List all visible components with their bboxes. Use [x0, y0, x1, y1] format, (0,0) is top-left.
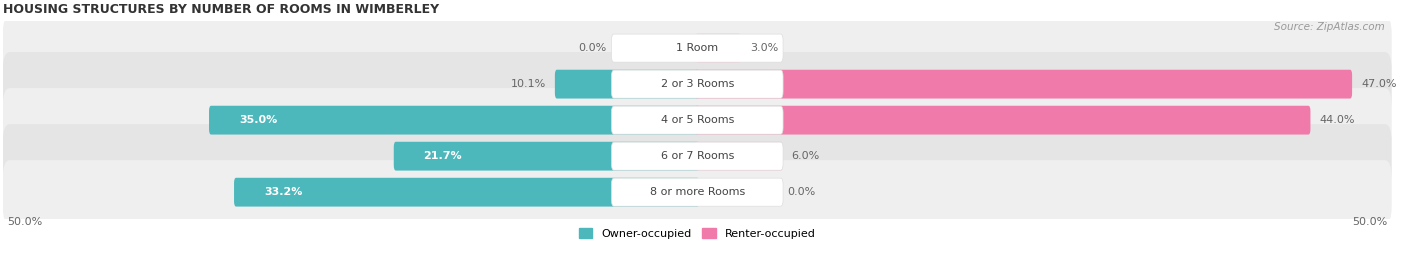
FancyBboxPatch shape	[3, 88, 1392, 152]
FancyBboxPatch shape	[695, 34, 741, 62]
FancyBboxPatch shape	[612, 70, 783, 98]
FancyBboxPatch shape	[612, 178, 783, 206]
FancyBboxPatch shape	[3, 124, 1392, 188]
Text: 6.0%: 6.0%	[792, 151, 820, 161]
Text: 10.1%: 10.1%	[510, 79, 546, 89]
FancyBboxPatch shape	[612, 142, 783, 170]
Text: 6 or 7 Rooms: 6 or 7 Rooms	[661, 151, 734, 161]
Text: 47.0%: 47.0%	[1361, 79, 1396, 89]
Text: 44.0%: 44.0%	[1319, 115, 1355, 125]
FancyBboxPatch shape	[612, 106, 783, 134]
FancyBboxPatch shape	[394, 142, 699, 171]
Text: 21.7%: 21.7%	[423, 151, 463, 161]
FancyBboxPatch shape	[695, 142, 783, 171]
Text: 0.0%: 0.0%	[787, 187, 815, 197]
Text: 0.0%: 0.0%	[579, 43, 607, 53]
Legend: Owner-occupied, Renter-occupied: Owner-occupied, Renter-occupied	[575, 224, 820, 243]
Text: 8 or more Rooms: 8 or more Rooms	[650, 187, 745, 197]
FancyBboxPatch shape	[233, 178, 699, 207]
Text: 3.0%: 3.0%	[749, 43, 779, 53]
FancyBboxPatch shape	[555, 70, 699, 98]
FancyBboxPatch shape	[695, 106, 1310, 134]
Text: 35.0%: 35.0%	[239, 115, 277, 125]
FancyBboxPatch shape	[612, 34, 783, 62]
Text: 50.0%: 50.0%	[7, 217, 42, 227]
Text: 4 or 5 Rooms: 4 or 5 Rooms	[661, 115, 734, 125]
FancyBboxPatch shape	[3, 160, 1392, 224]
Text: 33.2%: 33.2%	[264, 187, 302, 197]
FancyBboxPatch shape	[3, 16, 1392, 80]
Text: HOUSING STRUCTURES BY NUMBER OF ROOMS IN WIMBERLEY: HOUSING STRUCTURES BY NUMBER OF ROOMS IN…	[3, 3, 439, 16]
Text: 1 Room: 1 Room	[676, 43, 718, 53]
FancyBboxPatch shape	[695, 70, 1353, 98]
FancyBboxPatch shape	[3, 52, 1392, 116]
Text: 50.0%: 50.0%	[1353, 217, 1388, 227]
Text: 2 or 3 Rooms: 2 or 3 Rooms	[661, 79, 734, 89]
FancyBboxPatch shape	[209, 106, 699, 134]
Text: Source: ZipAtlas.com: Source: ZipAtlas.com	[1274, 22, 1385, 31]
